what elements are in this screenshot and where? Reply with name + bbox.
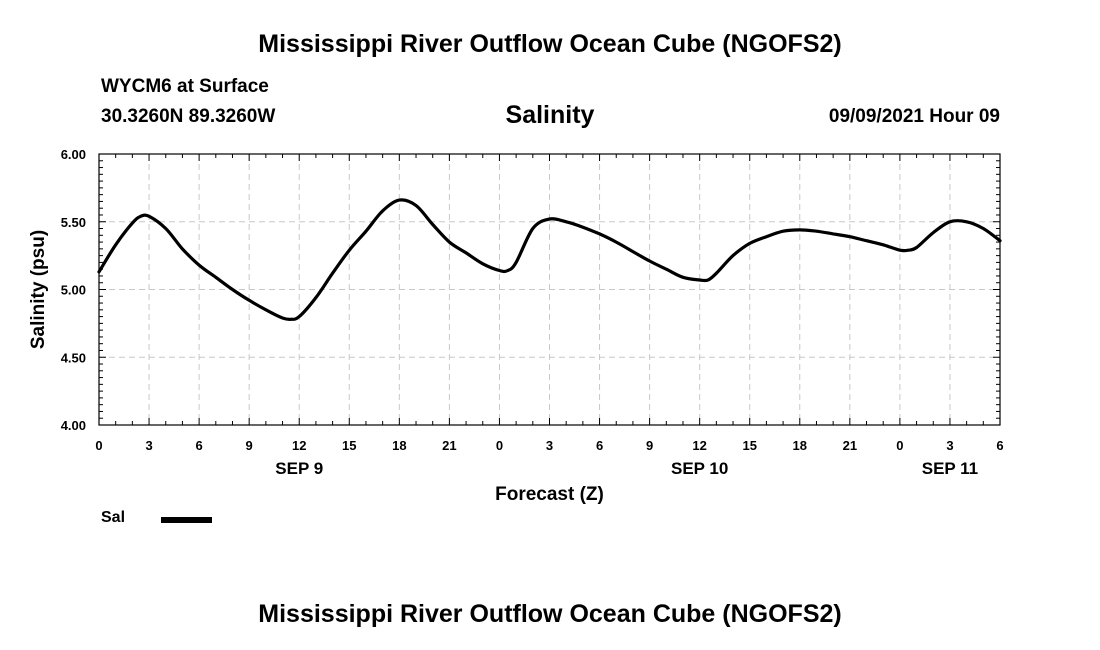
date-label: SEP 11 <box>922 459 978 478</box>
legend-label: Sal <box>101 509 126 526</box>
chart-title: Salinity <box>505 101 595 129</box>
x-tick-label: 0 <box>95 438 102 453</box>
chart-main-title: Mississippi River Outflow Ocean Cube (NG… <box>258 30 842 58</box>
legend-swatch <box>161 517 212 523</box>
x-tick-label: 21 <box>442 438 456 453</box>
x-tick-label: 3 <box>145 438 152 453</box>
x-tick-label: 18 <box>392 438 406 453</box>
y-tick-label: 4.00 <box>61 418 86 433</box>
y-tick-label: 4.50 <box>61 350 86 365</box>
coordinates-label: 30.3260N 89.3260W <box>101 106 276 127</box>
series-line-sal <box>97 198 1002 321</box>
x-tick-label: 12 <box>692 438 706 453</box>
x-tick-label: 15 <box>742 438 756 453</box>
y-tick-label: 5.50 <box>61 215 86 230</box>
x-tick-label: 21 <box>843 438 857 453</box>
x-tick-label: 6 <box>195 438 202 453</box>
y-axis-label: Salinity (psu) <box>28 230 49 349</box>
x-axis-label: Forecast (Z) <box>495 484 604 505</box>
x-tick-label: 9 <box>646 438 653 453</box>
x-tick-label: 3 <box>546 438 553 453</box>
y-tick-label: 5.00 <box>61 283 86 298</box>
station-label: WYCM6 at Surface <box>101 76 269 97</box>
y-tick-label: 6.00 <box>61 147 86 162</box>
x-tick-label: 6 <box>996 438 1003 453</box>
x-tick-label: 18 <box>793 438 807 453</box>
x-tick-label: 0 <box>896 438 903 453</box>
x-tick-label: 6 <box>596 438 603 453</box>
x-tick-label: 15 <box>342 438 356 453</box>
plot-frame <box>98 153 1001 426</box>
x-tick-label: 12 <box>292 438 306 453</box>
x-tick-label: 9 <box>246 438 253 453</box>
date-label: SEP 9 <box>275 459 323 478</box>
date-label: SEP 10 <box>671 459 728 478</box>
footer-title: Mississippi River Outflow Ocean Cube (NG… <box>258 600 842 628</box>
x-tick-label: 0 <box>496 438 503 453</box>
datetime-label: 09/09/2021 Hour 09 <box>828 106 1000 127</box>
x-tick-label: 3 <box>946 438 953 453</box>
